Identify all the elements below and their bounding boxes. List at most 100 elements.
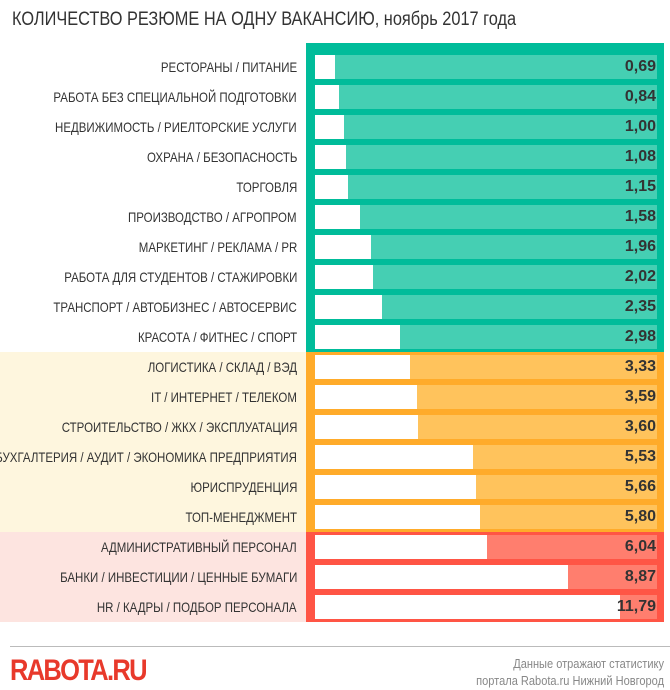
value-label: 5,66 [624,478,656,495]
value-label: 1,58 [624,208,656,225]
bar-row: 11,79 [315,592,657,622]
bar-row: 3,60 [315,412,657,442]
category-row: РАБОТА ДЛЯ СТУДЕНТОВ / СТАЖИРОВКИ [0,262,306,292]
bar-row: 1,00 [315,112,657,142]
bar-track: 5,53 [315,445,657,469]
category-label: АДМИНИСТРАТИВНЫЙ ПЕРСОНАЛ [101,539,297,555]
category-label: ЮРИСПРУДЕНЦИЯ [190,479,297,495]
category-row: ТОРГОВЛЯ [0,172,306,202]
bar-track: 2,98 [315,325,657,349]
bar-track: 2,02 [315,265,657,289]
value-label: 3,60 [624,418,656,435]
bar-row: 1,58 [315,202,657,232]
category-row: ТОП-МЕНЕДЖМЕНТ [0,502,306,532]
category-row: ЮРИСПРУДЕНЦИЯ [0,472,306,502]
bar-track: 6,04 [315,535,657,559]
bar-track: 5,80 [315,505,657,529]
bar [315,325,400,349]
value-label: 5,80 [624,508,656,525]
value-label: 2,98 [624,328,656,345]
category-label: БУХГАЛТЕРИЯ / АУДИТ / ЭКОНОМИКА ПРЕДПРИЯ… [0,449,297,465]
bar-row: 5,53 [315,442,657,472]
category-row: РАБОТА БЕЗ СПЕЦИАЛЬНОЙ ПОДГОТОВКИ [0,82,306,112]
bar-row: 5,80 [315,502,657,532]
chart-group: РЕСТОРАНЫ / ПИТАНИЕ РАБОТА БЕЗ СПЕЦИАЛЬНО… [0,43,670,352]
chart-group: АДМИНИСТРАТИВНЫЙ ПЕРСОНАЛ БАНКИ / ИНВЕСТИ… [0,532,670,622]
bar [315,385,418,409]
value-label: 1,00 [624,118,656,135]
bar-panel: 0,69 0,84 1,00 1,08 1,15 1,58 1,96 2,02 2,35 2,98 [306,43,664,352]
bar-track: 1,00 [315,115,657,139]
value-label: 5,53 [624,448,656,465]
bar [315,595,620,619]
category-label: МАРКЕТИНГ / РЕКЛАМА / PR [138,239,297,255]
category-label: ОХРАНА / БЕЗОПАСНОСТЬ [146,149,297,165]
bar [315,55,335,79]
bar [315,115,344,139]
bar [315,175,348,199]
bar-chart: РЕСТОРАНЫ / ПИТАНИЕ РАБОТА БЕЗ СПЕЦИАЛЬНО… [0,43,670,622]
bar-track: 11,79 [315,595,657,619]
value-label: 8,87 [624,568,656,585]
bar-track: 8,87 [315,565,657,589]
category-label: НЕДВИЖИМОСТЬ / РИЕЛТОРСКИЕ УСЛУГИ [55,119,297,135]
category-row: РЕСТОРАНЫ / ПИТАНИЕ [0,52,306,82]
category-row: БАНКИ / ИНВЕСТИЦИИ / ЦЕННЫЕ БУМАГИ [0,562,306,592]
footer-note-line-1: Данные отражают статистику [513,656,664,671]
bar-track: 1,08 [315,145,657,169]
bar [315,235,371,259]
bar-row: 3,33 [315,352,657,382]
bar-row: 0,69 [315,52,657,82]
bar-track: 0,84 [315,85,657,109]
bar-track: 2,35 [315,295,657,319]
category-label: БАНКИ / ИНВЕСТИЦИИ / ЦЕННЫЕ БУМАГИ [59,569,297,585]
category-row: IT / ИНТЕРНЕТ / ТЕЛЕКОМ [0,382,306,412]
bar [315,505,481,529]
label-column: АДМИНИСТРАТИВНЫЙ ПЕРСОНАЛ БАНКИ / ИНВЕСТИ… [0,532,306,622]
category-label: СТРОИТЕЛЬСТВО / ЖКХ / ЭКСПЛУАТАЦИЯ [61,419,297,435]
bar-row: 1,96 [315,232,657,262]
category-row: ТРАНСПОРТ / АВТОБИЗНЕС / АВТОСЕРВИС [0,292,306,322]
value-label: 1,15 [624,178,656,195]
value-label: 6,04 [624,538,656,555]
bar [315,475,477,499]
value-label: 3,33 [624,358,656,375]
bar [315,205,361,229]
bar-row: 2,02 [315,262,657,292]
footer-note: Данные отражают статистику портала Rabot… [476,655,664,689]
category-row: HR / КАДРЫ / ПОДБОР ПЕРСОНАЛА [0,592,306,622]
rabota-logo: RABOTA.RU [10,654,147,687]
bar-track: 3,33 [315,355,657,379]
bar-track: 5,66 [315,475,657,499]
bar [315,85,339,109]
bar [315,355,410,379]
label-column: ЛОГИСТИКА / СКЛАД / ВЭД IT / ИНТЕРНЕТ / Т… [0,352,306,532]
category-label: КРАСОТА / ФИТНЕС / СПОРТ [137,329,297,345]
bar-row: 6,04 [315,532,657,562]
chart-title: КОЛИЧЕСТВО РЕЗЮМЕ НА ОДНУ ВАКАНСИЮ, нояб… [12,9,517,30]
category-row: АДМИНИСТРАТИВНЫЙ ПЕРСОНАЛ [0,532,306,562]
category-row: БУХГАЛТЕРИЯ / АУДИТ / ЭКОНОМИКА ПРЕДПРИЯ… [0,442,306,472]
category-label: РАБОТА БЕЗ СПЕЦИАЛЬНОЙ ПОДГОТОВКИ [53,89,297,105]
bar-track: 3,60 [315,415,657,439]
category-label: ТРАНСПОРТ / АВТОБИЗНЕС / АВТОСЕРВИС [53,299,297,315]
category-label: ПРОИЗВОДСТВО / АГРОПРОМ [128,209,297,225]
bar-track: 1,58 [315,205,657,229]
footer-divider [10,646,670,647]
category-label: РЕСТОРАНЫ / ПИТАНИЕ [160,59,297,75]
bar [315,445,473,469]
value-label: 2,02 [624,268,656,285]
label-column: РЕСТОРАНЫ / ПИТАНИЕ РАБОТА БЕЗ СПЕЦИАЛЬНО… [0,43,306,352]
chart-group: ЛОГИСТИКА / СКЛАД / ВЭД IT / ИНТЕРНЕТ / Т… [0,352,670,532]
bar-track: 0,69 [315,55,657,79]
footer-note-line-2: портала Rabota.ru Нижний Новгород [476,673,664,688]
bar-row: 2,35 [315,292,657,322]
category-row: ПРОИЗВОДСТВО / АГРОПРОМ [0,202,306,232]
bar-panel: 6,04 8,87 11,79 [306,532,664,622]
bar-row: 1,15 [315,172,657,202]
bar [315,535,488,559]
bar-row: 0,84 [315,82,657,112]
category-row: ЛОГИСТИКА / СКЛАД / ВЭД [0,352,306,382]
bar-panel: 3,33 3,59 3,60 5,53 5,66 5,80 [306,352,664,532]
category-label: IT / ИНТЕРНЕТ / ТЕЛЕКОМ [151,389,297,405]
